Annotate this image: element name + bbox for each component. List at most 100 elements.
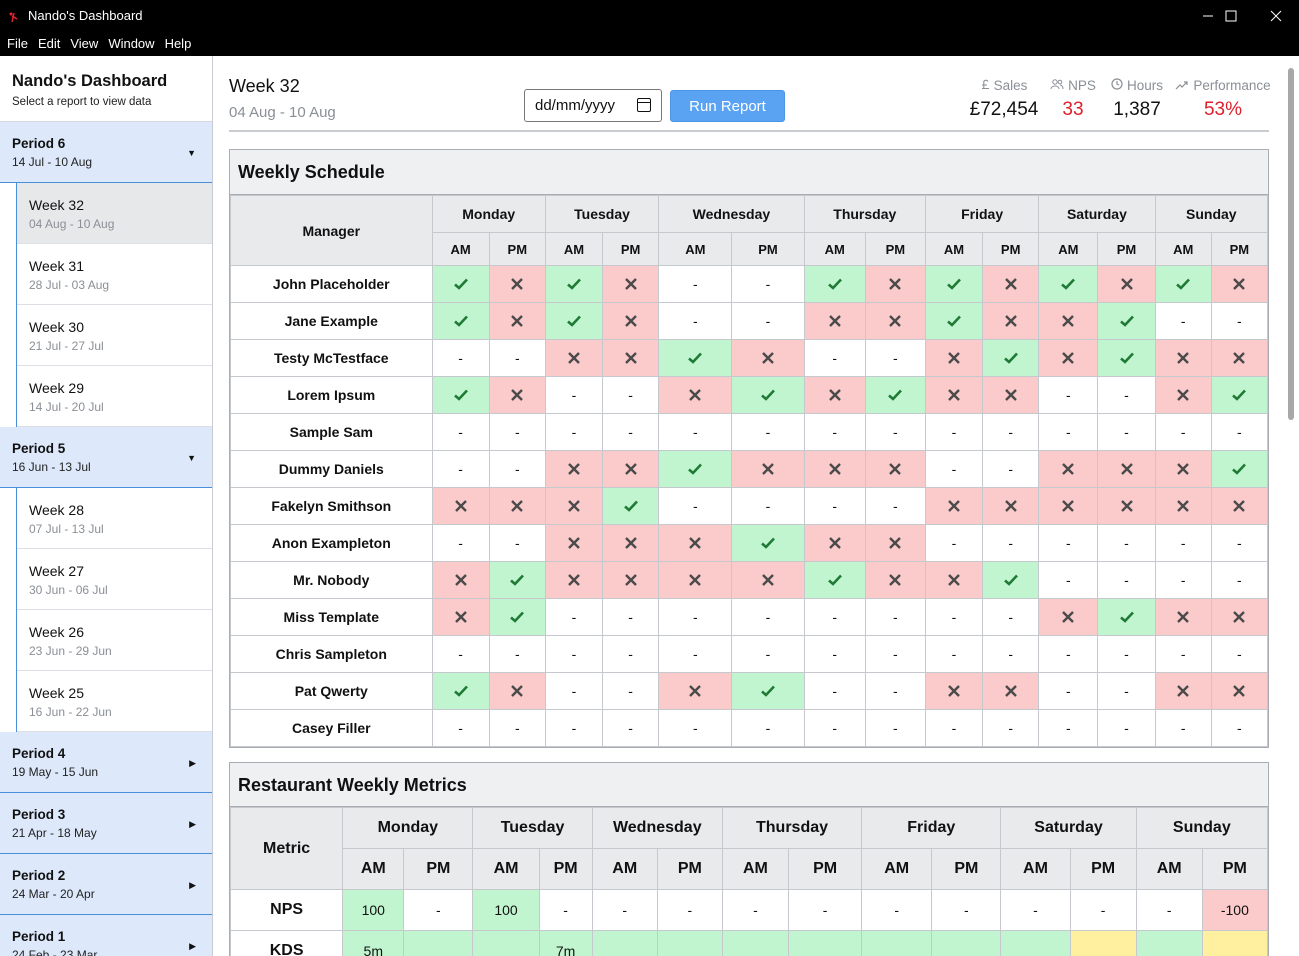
calendar-icon[interactable]: [637, 98, 651, 112]
check-icon: [431, 376, 490, 414]
manager-name: Pat Qwerty: [230, 672, 433, 710]
day-header: Saturday: [1000, 807, 1137, 849]
pm-header: PM: [931, 848, 1002, 890]
period-item[interactable]: Period 3 21 Apr - 18 May ▶: [0, 793, 212, 854]
cross-icon: [1210, 265, 1269, 303]
check-icon: [1097, 598, 1156, 636]
empty-cell: -: [1038, 561, 1099, 599]
day-header: Friday: [924, 195, 1040, 233]
metric-cell: [721, 930, 790, 956]
day-header: Tuesday: [472, 807, 593, 849]
week-dates: 21 Jul - 27 Jul: [29, 339, 104, 353]
period-name: Period 1: [12, 929, 66, 944]
day-header: Thursday: [803, 195, 926, 233]
manager-name: Chris Sampleton: [230, 635, 433, 673]
scrollbar[interactable]: [1287, 56, 1295, 956]
cross-icon: [1210, 339, 1269, 377]
week-item[interactable]: Week 25 16 Jun - 22 Jun: [17, 671, 212, 732]
period-item[interactable]: Period 2 24 Mar - 20 Apr ▶: [0, 854, 212, 915]
period-name: Period 2: [12, 868, 66, 883]
empty-cell: -: [488, 339, 546, 377]
am-header: AM: [1038, 232, 1099, 266]
cross-icon: [982, 302, 1040, 340]
menu-help[interactable]: Help: [164, 36, 192, 51]
day-header: Thursday: [721, 807, 863, 849]
menu-file[interactable]: File: [7, 36, 28, 51]
week-item[interactable]: Week 30 21 Jul - 27 Jul: [17, 305, 212, 366]
schedule-row: Lorem Ipsum - - - -: [230, 376, 1269, 414]
empty-cell: -: [803, 709, 866, 747]
schedule-row: Anon Exampleton - - - - - - - -: [230, 524, 1269, 562]
metric-cell: -: [1069, 889, 1137, 931]
stat-label-text: NPS: [1068, 78, 1096, 93]
period-item[interactable]: Period 5 16 Jun - 13 Jul ▼: [0, 427, 212, 488]
period-item[interactable]: Period 1 24 Feb - 23 Mar ▶: [0, 915, 212, 956]
cross-icon: [544, 524, 604, 562]
scrollbar-thumb[interactable]: [1288, 68, 1294, 420]
check-icon: [731, 376, 805, 414]
am-header: AM: [721, 848, 790, 890]
cross-icon: [488, 487, 546, 525]
metric-cell: [656, 930, 723, 956]
period-item[interactable]: Period 6 14 Jul - 10 Aug ▼: [0, 122, 212, 183]
metric-cell: [1069, 930, 1137, 956]
week-item[interactable]: Week 32 04 Aug - 10 Aug: [17, 183, 212, 244]
week-item[interactable]: Week 26 23 Jun - 29 Jun: [17, 610, 212, 671]
stat-value: £72,454: [969, 99, 1039, 120]
check-icon: [544, 265, 604, 303]
week-item[interactable]: Week 31 28 Jul - 03 Aug: [17, 244, 212, 305]
week-title: Week 32: [229, 76, 300, 96]
metric-name: KDS: [229, 930, 344, 956]
metric-cell: -: [931, 889, 1002, 931]
close-button[interactable]: [1253, 0, 1299, 31]
metric-cell: -: [1135, 889, 1203, 931]
menu-bar: File Edit View Window Help: [0, 31, 1299, 56]
period-dates: 14 Jul - 10 Aug: [12, 155, 93, 169]
empty-cell: -: [803, 598, 866, 636]
metrics-table: Metric Monday Tuesday Wednesday Thursday Frid…: [229, 807, 1269, 956]
minimize-button[interactable]: [1185, 0, 1231, 31]
users-icon: [1050, 78, 1064, 93]
week-item[interactable]: Week 27 30 Jun - 06 Jul: [17, 549, 212, 610]
week-item[interactable]: Week 28 07 Jul - 13 Jul: [17, 488, 212, 549]
menu-view[interactable]: View: [70, 36, 99, 51]
am-header: AM: [1135, 848, 1203, 890]
cross-icon: [602, 561, 660, 599]
run-report-button[interactable]: Run Report: [670, 90, 785, 122]
cross-icon: [1154, 339, 1212, 377]
metric-cell: -: [1000, 889, 1071, 931]
cross-icon: [1038, 339, 1099, 377]
schedule-row: Dummy Daniels - - - -: [230, 450, 1269, 488]
check-icon: [982, 561, 1040, 599]
check-icon: [803, 561, 866, 599]
check-icon: [488, 598, 546, 636]
pound-icon: [981, 78, 990, 93]
date-input[interactable]: dd/mm/yyyy: [524, 89, 662, 122]
window-title: Nando's Dashboard: [28, 8, 143, 23]
empty-cell: -: [864, 339, 926, 377]
week-item[interactable]: Week 29 14 Jul - 20 Jul: [17, 366, 212, 427]
metric-cell: [591, 930, 658, 956]
manager-name: Sample Sam: [230, 413, 433, 451]
empty-cell: -: [864, 672, 926, 710]
maximize-button[interactable]: [1208, 0, 1254, 31]
empty-cell: -: [1210, 524, 1269, 562]
metric-header: Metric: [229, 807, 344, 890]
period-item[interactable]: Period 4 19 May - 15 Jun ▶: [0, 732, 212, 793]
check-icon: [924, 302, 984, 340]
menu-edit[interactable]: Edit: [37, 36, 61, 51]
day-header: Wednesday: [591, 807, 723, 849]
week-dates: 30 Jun - 06 Jul: [29, 583, 108, 597]
menu-window[interactable]: Window: [108, 36, 155, 51]
cross-icon: [982, 672, 1040, 710]
cross-icon: [864, 302, 926, 340]
empty-cell: -: [924, 524, 984, 562]
title-bar: Nando's Dashboard: [0, 0, 1299, 31]
cross-icon: [982, 376, 1040, 414]
metric-row: KDS 5m 7m: [229, 930, 1269, 956]
check-icon: [431, 265, 490, 303]
empty-cell: -: [731, 413, 805, 451]
empty-cell: -: [658, 302, 733, 340]
empty-cell: -: [1097, 524, 1156, 562]
sidebar-title: Nando's Dashboard: [12, 72, 168, 90]
